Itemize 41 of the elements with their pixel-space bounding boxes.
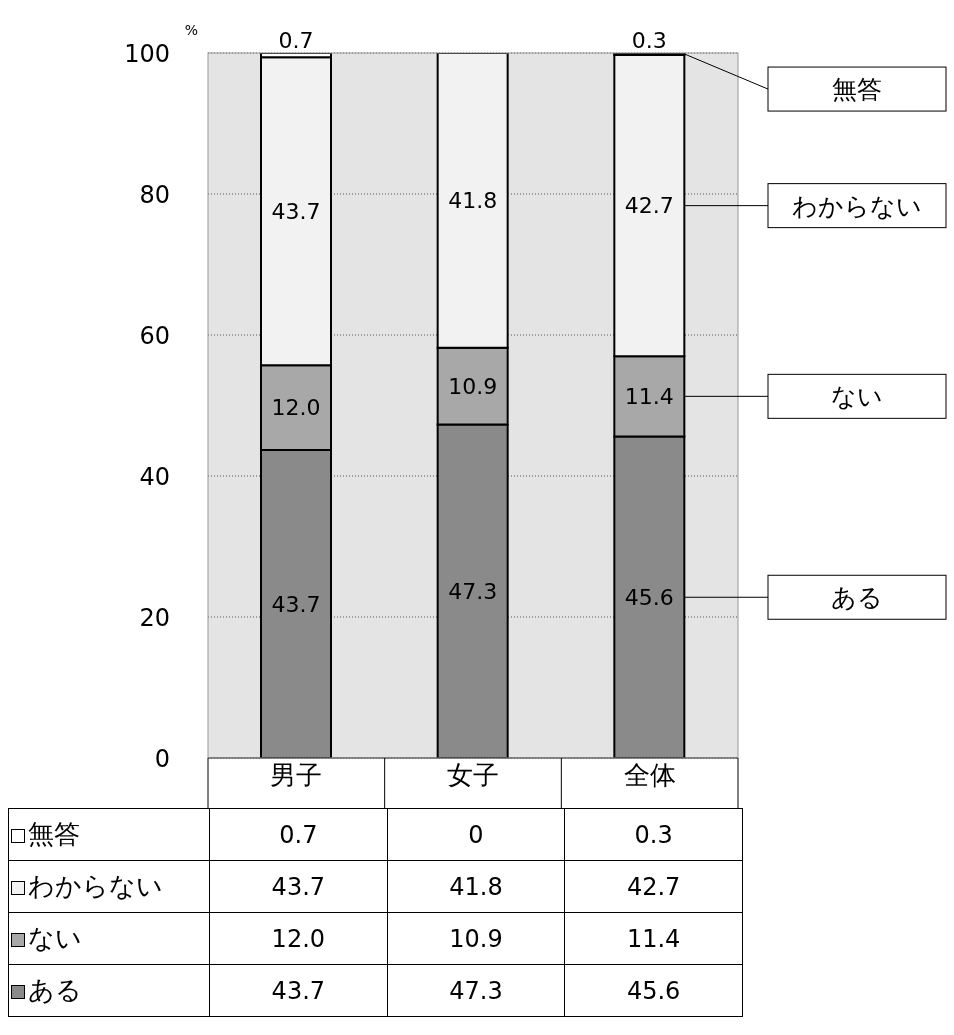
data-label: 0.3 xyxy=(564,808,743,861)
text: 43.7 xyxy=(271,199,321,225)
x-tick-label: 男子 xyxy=(270,760,323,791)
data-label: 43.7 xyxy=(209,860,388,913)
y-tick-label: 80 xyxy=(139,180,170,209)
data-label: 47.3 xyxy=(387,964,565,1017)
x-tick-label: 全体 xyxy=(623,760,676,791)
text: 43.7 xyxy=(271,591,321,617)
text: ない xyxy=(831,382,883,412)
y-tick-label: 0 xyxy=(154,744,170,773)
x-tick-label: 女子 xyxy=(447,760,499,791)
data-label: 43.7 xyxy=(209,964,388,1017)
text: 42.7 xyxy=(624,193,674,219)
legend-label: ある xyxy=(8,964,210,1017)
data-label: 42.7 xyxy=(564,860,743,913)
text: わからない xyxy=(28,871,163,901)
data-label: 0 xyxy=(387,808,565,861)
text: 0.3 xyxy=(631,28,667,53)
legend-label: 無答 xyxy=(8,808,210,861)
text: 45.6 xyxy=(624,585,674,611)
text: 10.9 xyxy=(448,373,498,399)
y-tick-label: 40 xyxy=(139,462,170,491)
text: 11.4 xyxy=(624,384,674,410)
data-label: 10.9 xyxy=(387,912,565,965)
y-tick-label: 100 xyxy=(124,39,170,68)
legend-label: わからない xyxy=(792,191,922,221)
text: 0.7 xyxy=(278,28,314,53)
y-tick-label: 60 xyxy=(139,321,170,350)
legend-label: ない xyxy=(8,912,210,965)
text: 無答 xyxy=(832,75,882,105)
text: 12.0 xyxy=(271,395,321,421)
text: ある xyxy=(831,583,883,613)
y-tick-label: 20 xyxy=(139,603,170,632)
data-label: 45.6 xyxy=(564,964,743,1017)
text: 41.8 xyxy=(448,188,498,214)
data-label: 12.0 xyxy=(209,912,388,965)
text: 47.3 xyxy=(448,579,498,605)
data-label: 41.8 xyxy=(387,860,565,913)
data-label: 0.7 xyxy=(209,808,388,861)
data-label: 11.4 xyxy=(564,912,743,965)
y-axis-title: % xyxy=(184,22,198,38)
